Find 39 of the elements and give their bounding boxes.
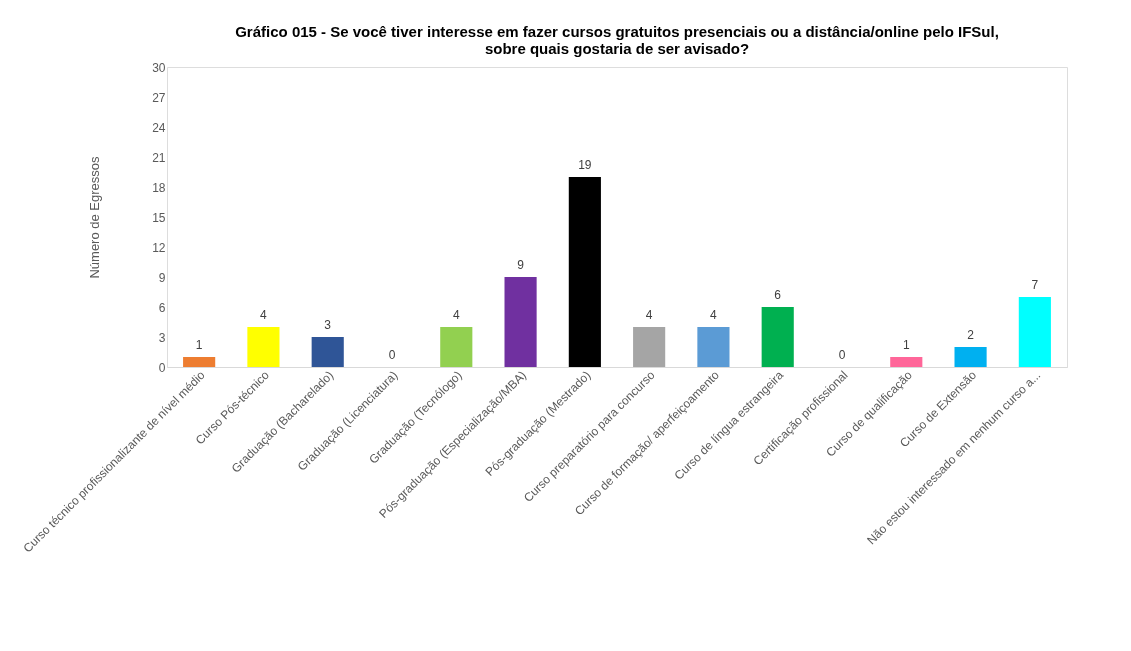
bar — [247, 327, 280, 367]
bar — [440, 327, 473, 367]
y-axis-title: Número de Egressos — [87, 155, 103, 279]
data-label: 4 — [452, 308, 460, 322]
data-label: 1 — [195, 338, 203, 352]
bar — [183, 357, 216, 367]
data-label: 3 — [324, 318, 332, 332]
data-label: 4 — [260, 308, 268, 322]
bar — [761, 307, 794, 367]
bar — [311, 337, 344, 367]
y-tick-label: 0 — [158, 360, 166, 375]
y-tick-label: 21 — [152, 150, 166, 165]
bar — [954, 347, 987, 367]
bar — [504, 277, 537, 367]
data-label: 4 — [710, 308, 718, 322]
y-tick-label: 18 — [152, 180, 166, 195]
bar — [697, 327, 730, 367]
chart-title: Gráfico 015 - Se você tiver interesse em fazer cursos gratuitos presenciais ou a distância/online pelo IFSul, sobre quais gostaria de ser avisado? — [235, 23, 999, 57]
y-tick-label: 12 — [152, 240, 166, 255]
bar — [890, 357, 923, 367]
y-tick-label: 3 — [158, 330, 166, 345]
data-label: 1 — [902, 338, 910, 352]
data-label: 0 — [838, 348, 846, 362]
y-tick-label: 15 — [152, 210, 166, 225]
bar — [633, 327, 666, 367]
bar — [1018, 297, 1051, 367]
data-label: 0 — [388, 348, 396, 362]
data-label: 2 — [967, 328, 975, 342]
data-label: 4 — [645, 308, 653, 322]
data-label: 19 — [578, 158, 592, 172]
data-label: 7 — [1031, 278, 1039, 292]
bar — [568, 177, 601, 367]
y-tick-label: 30 — [152, 60, 166, 75]
data-label: 9 — [517, 258, 525, 272]
y-tick-label: 6 — [158, 300, 166, 315]
y-tick-label: 9 — [158, 270, 166, 285]
y-tick-label: 24 — [152, 120, 166, 135]
data-label: 6 — [774, 288, 782, 302]
y-tick-label: 27 — [152, 90, 166, 105]
